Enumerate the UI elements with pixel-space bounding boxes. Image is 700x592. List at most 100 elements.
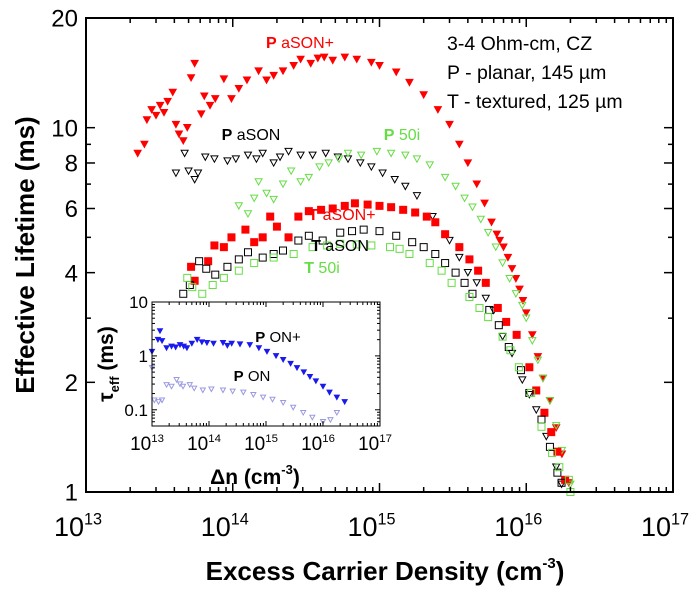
data-point: [219, 340, 227, 347]
data-point: [279, 400, 287, 407]
data-point: [208, 386, 215, 393]
data-point: [348, 227, 357, 236]
data-point: [173, 377, 180, 384]
data-point: [198, 339, 206, 346]
data-point: [210, 241, 219, 250]
data-point: [219, 243, 228, 252]
data-point: [254, 178, 263, 187]
data-point: [151, 111, 161, 120]
data-point: [151, 397, 158, 404]
data-point: [287, 360, 294, 367]
series-label-name: aSON+: [277, 35, 334, 52]
inset-series-label-bold: P: [255, 329, 265, 346]
data-point: [476, 215, 486, 224]
data-point: [304, 173, 314, 182]
data-point: [205, 101, 215, 110]
x-axis-label: Excess Carrier Density (cm-3): [206, 555, 565, 586]
data-point: [269, 159, 279, 168]
data-point: [465, 292, 474, 301]
data-point: [480, 199, 489, 208]
data-point: [250, 392, 257, 399]
data-point: [545, 442, 554, 451]
series-label-bold: P: [222, 127, 233, 144]
series-label-bold: T: [304, 260, 314, 277]
series-label: T aSON: [311, 238, 369, 255]
data-point: [158, 338, 166, 345]
x-tick-label-exponent: 13: [84, 511, 102, 529]
data-point: [234, 266, 243, 275]
data-point: [319, 418, 327, 426]
data-point: [400, 151, 410, 160]
data-point: [208, 280, 217, 289]
series-p-ason-: [133, 53, 574, 487]
data-point: [433, 106, 443, 114]
data-point: [279, 246, 288, 255]
data-point: [328, 204, 337, 213]
data-point: [239, 389, 247, 396]
data-point: [249, 194, 259, 203]
x-tick-label-exponent: 14: [231, 511, 249, 529]
data-point: [521, 309, 531, 318]
series-label: T aSON+: [308, 207, 375, 224]
data-point: [186, 74, 196, 83]
data-point: [503, 253, 513, 262]
x-tick-label: 1015: [244, 433, 278, 455]
data-point: [234, 84, 244, 93]
y-tick-label: 1: [65, 480, 78, 507]
x-tick-label-base: 10: [347, 512, 377, 542]
data-point: [517, 376, 527, 385]
data-point: [498, 332, 507, 341]
data-point: [223, 262, 232, 271]
data-point: [525, 363, 534, 372]
x-axis-label-superscript: -3: [542, 555, 555, 572]
data-point: [475, 303, 484, 312]
data-point: [234, 202, 244, 211]
data-point: [324, 159, 333, 168]
data-point: [296, 178, 305, 187]
data-point: [527, 331, 537, 340]
data-point: [258, 149, 268, 158]
data-point: [158, 397, 166, 404]
data-point: [308, 414, 316, 421]
data-point: [286, 167, 296, 176]
data-point: [250, 259, 259, 268]
data-point: [266, 212, 275, 221]
x-axis-label-text: Excess Carrier Density (cm: [206, 556, 543, 586]
data-point: [147, 106, 156, 114]
data-point: [334, 155, 344, 164]
data-point: [363, 200, 372, 209]
data-point: [155, 101, 165, 110]
data-point: [548, 448, 557, 457]
x-tick-label: 1013: [130, 433, 164, 455]
series-t-50i: [183, 239, 575, 496]
data-point: [196, 110, 206, 119]
y-tick-label: 10: [129, 293, 148, 312]
data-point: [269, 71, 279, 80]
data-point: [516, 366, 525, 375]
series-label-name: aSON+: [318, 207, 375, 224]
data-point: [355, 159, 365, 168]
data-point: [336, 228, 345, 237]
data-point: [425, 161, 435, 170]
data-point: [279, 356, 287, 363]
y-tick-label: 8: [65, 151, 78, 178]
data-point: [487, 218, 496, 227]
data-point: [419, 243, 428, 252]
series-label: P 50i: [384, 127, 420, 144]
x-tick-label: 1017: [641, 511, 689, 542]
data-point: [511, 290, 521, 298]
data-point: [304, 231, 313, 240]
data-point: [395, 244, 404, 253]
annotation-line: T - textured, 125 µm: [447, 91, 623, 113]
data-point: [367, 58, 376, 67]
x-tick-label: 1015: [347, 511, 395, 542]
data-point: [190, 176, 199, 184]
data-point: [387, 203, 396, 212]
data-point: [155, 399, 162, 406]
data-point: [412, 192, 422, 201]
data-point: [537, 422, 546, 431]
data-point: [243, 210, 253, 219]
data-point: [275, 153, 285, 162]
data-point: [375, 227, 384, 236]
